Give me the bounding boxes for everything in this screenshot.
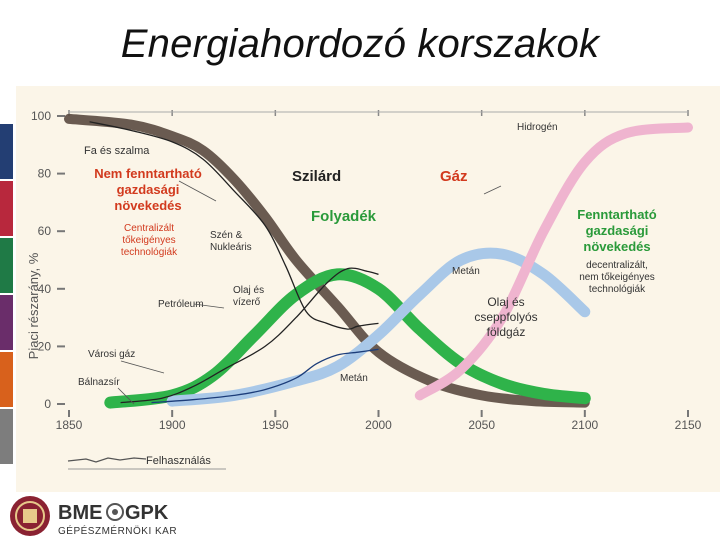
legend-line	[67, 457, 147, 463]
left-stripe	[0, 352, 13, 407]
energy-share-chart: 0 20 40 60 80 100 1850 1900 1950 2000 2050 2100 2150…	[26, 109, 702, 470]
usage-lines	[89, 121, 379, 404]
usage-line	[89, 121, 379, 330]
left-stripe	[0, 409, 13, 464]
y-tick-label: 20	[38, 339, 52, 353]
x-tick-label: 2150	[675, 418, 702, 432]
usage-line	[120, 267, 379, 404]
label-petroleum: Petróleum	[158, 299, 204, 310]
axes-group: 0 20 40 60 80 100 1850 1900 1950 2000 2050 2100 2150	[31, 109, 702, 432]
label-decentralizalt: technológiák	[589, 284, 646, 295]
y-tick-label: 100	[31, 109, 51, 123]
x-tick-label: 2000	[365, 418, 392, 432]
left-stripe	[0, 181, 13, 236]
pointer-line	[120, 360, 165, 374]
x-tick-label: 2100	[571, 418, 598, 432]
label-olaj-foldgaz: földgáz	[487, 325, 526, 339]
label-folyadek: Folyadék	[311, 208, 377, 225]
x-tick-label: 1950	[262, 418, 289, 432]
label-olaj-foldgaz: cseppfolyós	[474, 310, 537, 324]
label-nem-fenntarthato: növekedés	[114, 198, 181, 213]
pointer-line	[178, 180, 217, 202]
label-szen-nuklearis: Nukleáris	[210, 242, 252, 253]
label-metan-1: Metán	[340, 373, 368, 384]
label-nem-fenntarthato: Nem fenntartható	[94, 166, 202, 181]
x-tick-label: 1850	[56, 418, 83, 432]
pointer-line	[117, 387, 135, 405]
logo-subtitle: GÉPÉSZMÉRNÖKI KAR	[58, 524, 177, 537]
label-szilard: Szilárd	[292, 168, 341, 185]
logo-gpk: GPK	[125, 502, 169, 524]
solid-band	[64, 113, 590, 408]
y-tick-label: 80	[38, 167, 52, 181]
y-tick-label: 0	[44, 397, 51, 411]
label-varosi-gaz: Városi gáz	[88, 349, 135, 360]
bme-gpk-logo: BME GPK GÉPÉSZMÉRNÖKI KAR	[8, 492, 248, 540]
logo-bme: BME	[58, 502, 102, 524]
label-centralizalt: technológiák	[121, 247, 178, 258]
label-szen-nuklearis: Szén &	[210, 230, 243, 241]
label-fenntarthato: növekedés	[583, 239, 650, 254]
x-tick-label: 2050	[468, 418, 495, 432]
label-nem-fenntarthato: gazdasági	[117, 182, 180, 197]
x-tick-label: 1900	[159, 418, 186, 432]
label-hidrogen: Hidrogén	[517, 122, 558, 133]
label-olaj-vizero: vízerő	[233, 297, 261, 308]
label-fa-szalma: Fa és szalma	[84, 145, 150, 157]
label-centralizalt: tőkeigényes	[122, 235, 175, 246]
label-gaz: Gáz	[440, 168, 468, 185]
legend-label: Felhasználás	[146, 455, 211, 467]
gear-icon	[106, 503, 124, 521]
label-decentralizalt: nem tőkeigényes	[579, 272, 655, 283]
label-balnazsir: Bálnazsír	[78, 377, 120, 388]
hydrogen-band	[414, 122, 693, 401]
slide-title: Energiahordozó korszakok	[120, 22, 600, 66]
y-tick-label: 40	[38, 282, 52, 296]
chart-panel: 0 20 40 60 80 100 1850 1900 1950 2000 2050 2100 2150…	[16, 86, 720, 492]
y-axis-label: Piaci részarány, %	[26, 252, 41, 359]
label-olaj-vizero: Olaj és	[233, 285, 264, 296]
left-stripe	[0, 238, 13, 293]
y-tick-label: 60	[38, 224, 52, 238]
left-stripe	[0, 295, 13, 350]
pointer-line	[193, 303, 225, 309]
label-fenntarthato: gazdasági	[586, 223, 649, 238]
label-fenntarthato: Fenntartható	[577, 207, 657, 222]
usage-line	[151, 348, 379, 404]
pointer-line	[483, 185, 502, 195]
left-stripe	[0, 124, 13, 179]
label-centralizalt: Centralizált	[124, 223, 174, 234]
label-metan-2: Metán	[452, 266, 480, 277]
label-olaj-foldgaz: Olaj és	[487, 295, 524, 309]
label-decentralizalt: decentralizált,	[586, 260, 648, 271]
